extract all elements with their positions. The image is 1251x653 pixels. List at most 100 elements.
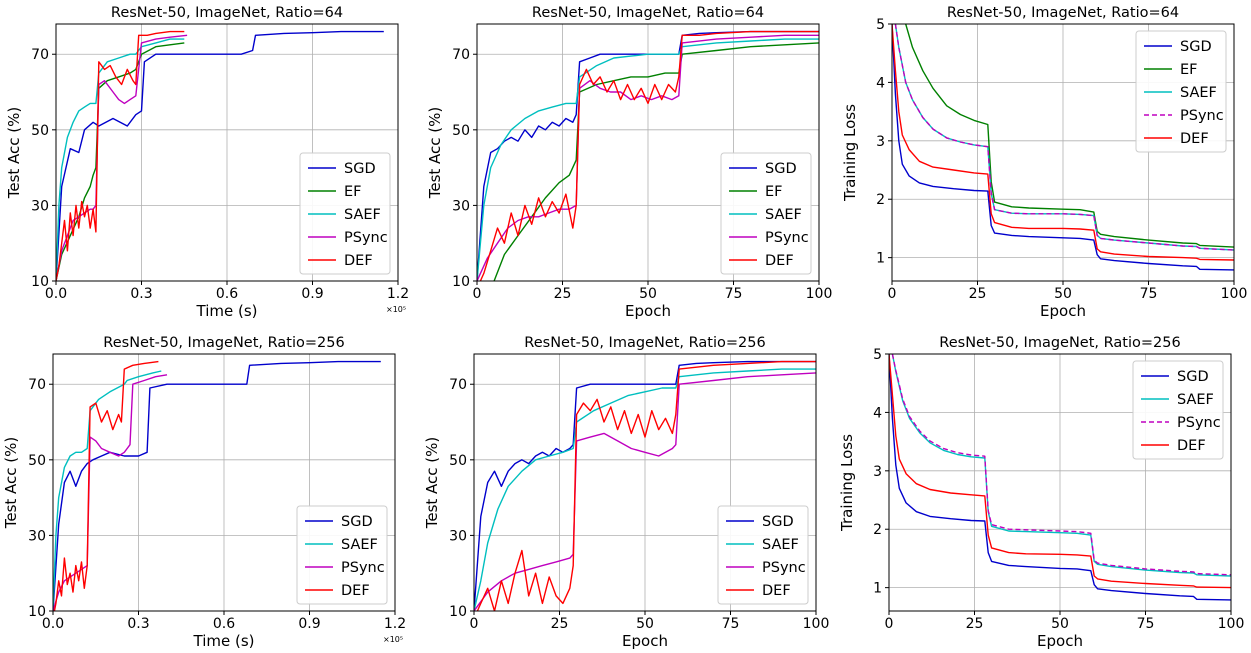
y-tick-label: 3: [876, 134, 885, 150]
x-tick-label: 100: [806, 286, 833, 302]
x-tick-label: 75: [1137, 616, 1155, 632]
chart-panel-6: 0 25 50 75 100 1 2 3 4 5 ResNet-50, ImageNet, Rati…: [838, 335, 1244, 650]
y-tick-label: 30: [28, 528, 46, 544]
series-line-ef: [493, 42, 819, 281]
chart-title: ResNet-50, ImageNet, Ratio=256: [524, 335, 765, 351]
chart-panel-1: 0.0 0.3 0.6 0.9 1.2 10 30 50 70 ResNet-50, ImageN…: [5, 5, 409, 320]
legend-label: EF: [344, 184, 362, 200]
series-line-psync: [474, 372, 816, 611]
legend-box: [720, 152, 812, 275]
y-axis-label: Test Acc (%): [423, 437, 441, 530]
x-axis-label: Epoch: [1037, 632, 1083, 650]
legend-label: PSync: [762, 560, 806, 576]
legend-label: PSync: [1177, 415, 1221, 431]
y-axis-label: Training Loss: [838, 434, 856, 532]
series-line-saef: [477, 38, 819, 281]
series-line-saef: [474, 368, 816, 611]
x-tick-label: 0.9: [301, 286, 323, 302]
series-line-def: [479, 30, 819, 281]
x-tick-label: 50: [1051, 616, 1069, 632]
x-tick-label: 75: [1140, 286, 1158, 302]
legend-label: DEF: [762, 583, 791, 599]
chart-title: ResNet-50, ImageNet, Ratio=64: [532, 5, 764, 21]
y-tick-label: 70: [28, 377, 46, 393]
y-tick-label: 5: [873, 347, 882, 363]
legend-box: [717, 505, 809, 605]
legend: SGD SAEF PSync DEF: [296, 505, 388, 605]
series-line-saef: [53, 370, 162, 611]
series-line-psync: [56, 34, 188, 281]
legend: SGD EF SAEF PSync DEF: [720, 152, 812, 275]
series-line-sgd: [474, 360, 816, 611]
legend: SGD EF SAEF PSync DEF: [1135, 30, 1227, 153]
series-line-saef: [56, 38, 185, 281]
legend-label: SAEF: [1180, 85, 1217, 101]
x-tick-label: 0.3: [130, 286, 152, 302]
x-tick-label: 50: [1054, 286, 1072, 302]
chart-panel-4: 0.0 0.3 0.6 0.9 1.2 10 30 50 70 ResNet-50, ImageN…: [2, 335, 406, 650]
legend-label: DEF: [341, 583, 370, 599]
x-tick-label: 0.6: [213, 616, 235, 632]
legend-box: [1135, 30, 1227, 153]
x-tick-label: 50: [639, 286, 657, 302]
legend-label: PSync: [344, 230, 388, 246]
y-tick-label: 50: [31, 123, 49, 139]
legend-label: PSync: [1180, 108, 1224, 124]
x-tick-label: 0.6: [216, 286, 238, 302]
legend-label: SGD: [1177, 369, 1209, 385]
y-axis-label: Test Acc (%): [5, 107, 23, 200]
legend-label: DEF: [344, 253, 373, 269]
y-tick-label: 10: [449, 604, 467, 620]
x-axis-label: Time (s): [196, 302, 258, 320]
x-axis-label: Epoch: [1040, 302, 1086, 320]
y-tick-label: 2: [873, 522, 882, 538]
x-tick-label: 25: [551, 616, 569, 632]
y-tick-label: 50: [449, 453, 467, 469]
series-line-saef: [891, 354, 1231, 577]
legend: SGD SAEF PSync DEF: [717, 505, 809, 605]
x-tick-label: 75: [725, 286, 743, 302]
chart-panel-2: 0 25 50 75 100 10 30 50 70 ResNet-50, ImageNet, R…: [426, 5, 832, 320]
y-tick-label: 50: [452, 123, 470, 139]
series-line-sgd: [56, 30, 384, 281]
y-tick-label: 70: [452, 47, 470, 63]
legend-label: PSync: [341, 560, 385, 576]
x-tick-label: 50: [636, 616, 654, 632]
y-tick-label: 10: [31, 274, 49, 290]
x-tick-label: 100: [803, 616, 830, 632]
series-line-psync: [894, 24, 1234, 251]
x-axis-label: Epoch: [625, 302, 671, 320]
y-tick-label: 1: [873, 581, 882, 597]
y-axis-label: Test Acc (%): [2, 437, 20, 530]
legend-box: [296, 505, 388, 605]
x-tick-label: 100: [1218, 616, 1245, 632]
x-tick-label: 1.2: [384, 616, 406, 632]
legend-label: SAEF: [341, 537, 378, 553]
y-axis-label: Training Loss: [841, 104, 859, 202]
x-tick-label: 75: [722, 616, 740, 632]
legend-label: DEF: [1177, 438, 1206, 454]
legend-label: EF: [765, 184, 783, 200]
legend-label: SGD: [1180, 39, 1212, 55]
y-tick-label: 30: [452, 198, 470, 214]
legend-label: PSync: [765, 230, 809, 246]
x-axis-label: Time (s): [193, 632, 255, 650]
y-tick-label: 50: [28, 453, 46, 469]
y-tick-label: 10: [28, 604, 46, 620]
x-tick-label: 0: [470, 616, 479, 632]
x-scale-label: ×10⁵: [386, 305, 406, 314]
y-tick-label: 3: [873, 464, 882, 480]
x-tick-label: 0.0: [45, 286, 67, 302]
x-tick-label: 25: [969, 286, 987, 302]
x-tick-label: 1.2: [387, 286, 409, 302]
legend-label: SAEF: [762, 537, 799, 553]
y-tick-label: 4: [873, 405, 882, 421]
chart-panel-3: 0 25 50 75 100 1 2 3 4 5 ResNet-50, ImageNet, Rati…: [841, 5, 1247, 320]
y-tick-label: 30: [31, 198, 49, 214]
series-line-def: [53, 360, 159, 611]
x-scale-label: ×10⁵: [383, 635, 403, 644]
series-line-def: [892, 24, 1234, 261]
x-tick-label: 100: [1221, 286, 1248, 302]
series-line-sgd: [889, 354, 1231, 601]
